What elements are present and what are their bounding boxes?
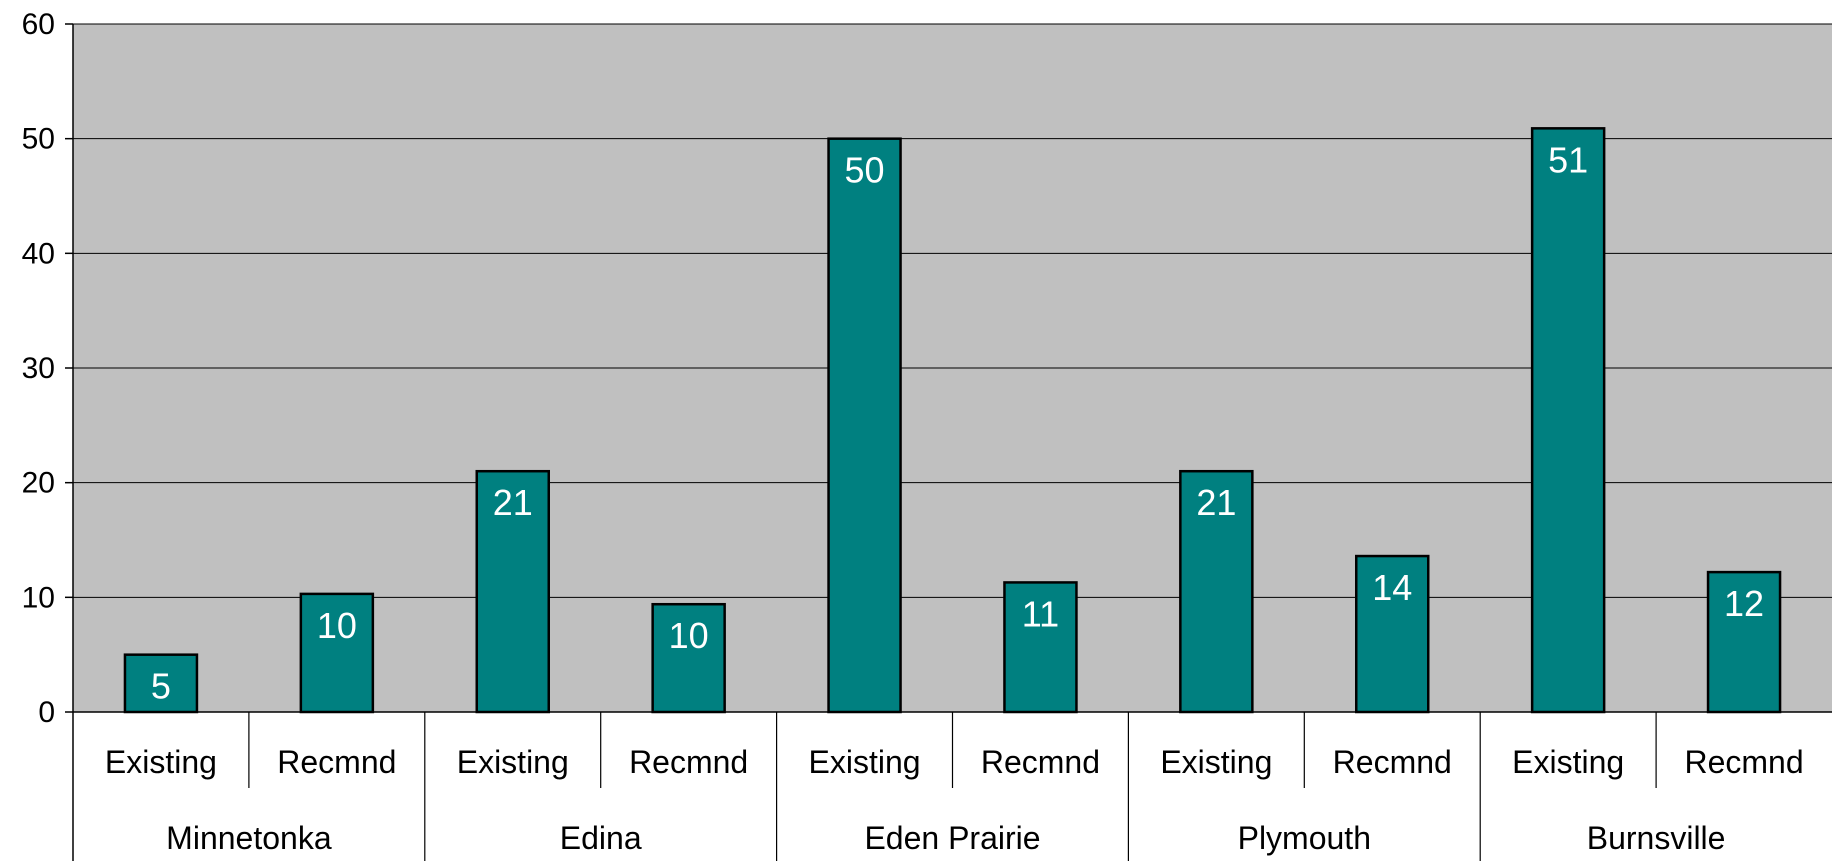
y-tick-label: 50 bbox=[22, 123, 55, 156]
x-subcategory-label: Recmnd bbox=[277, 744, 396, 780]
bar-value-label: 51 bbox=[1548, 139, 1588, 180]
y-tick-label: 20 bbox=[22, 467, 55, 500]
bar-value-label: 5 bbox=[151, 666, 171, 707]
bar bbox=[1355, 554, 1430, 714]
x-subcategory-label: Recmnd bbox=[1684, 744, 1803, 780]
x-subcategory-label: Existing bbox=[809, 744, 921, 780]
bar-value-label: 10 bbox=[669, 615, 709, 656]
bar-value-label: 14 bbox=[1372, 567, 1412, 608]
x-subcategory-label: Existing bbox=[105, 744, 217, 780]
x-subcategory-label: Existing bbox=[1160, 744, 1272, 780]
y-axis: 0 10 20 30 40 50 60 bbox=[22, 8, 74, 729]
x-subcategory-label: Recmnd bbox=[981, 744, 1100, 780]
bar bbox=[1179, 469, 1254, 714]
y-tick-label: 30 bbox=[22, 352, 55, 385]
bar-value-label: 21 bbox=[1196, 482, 1236, 523]
bar-value-label: 12 bbox=[1724, 583, 1764, 624]
bar-value-label: 10 bbox=[317, 605, 357, 646]
y-tick-label: 60 bbox=[22, 8, 55, 41]
data-labels: 5 10 21 10 50 11 21 14 51 12 bbox=[151, 139, 1764, 706]
y-tick-label: 40 bbox=[22, 237, 55, 270]
bar bbox=[1003, 581, 1078, 714]
bars bbox=[123, 127, 1782, 714]
x-axis: Existing Recmnd Existing Recmnd Existing Recm… bbox=[72, 711, 1832, 861]
bar bbox=[123, 653, 199, 714]
x-subcategory-label: Existing bbox=[457, 744, 569, 780]
bar bbox=[827, 137, 902, 714]
bar bbox=[475, 469, 550, 714]
y-tick-label: 0 bbox=[38, 696, 55, 729]
x-group-label: Edina bbox=[560, 820, 642, 856]
x-subcategory-label: Recmnd bbox=[629, 744, 748, 780]
bar bbox=[299, 592, 375, 714]
bar bbox=[651, 602, 726, 714]
x-group-label: Minnetonka bbox=[166, 820, 332, 856]
bar-value-label: 11 bbox=[1022, 593, 1059, 634]
x-group-label: Eden Prairie bbox=[864, 820, 1040, 856]
x-subcategory-label: Recmnd bbox=[1333, 744, 1452, 780]
x-group-label: Plymouth bbox=[1238, 820, 1371, 856]
x-subcategory-label: Existing bbox=[1512, 744, 1624, 780]
bar-value-label: 21 bbox=[493, 482, 533, 523]
y-tick-label: 10 bbox=[22, 581, 55, 614]
bar-value-label: 50 bbox=[845, 150, 885, 191]
bar bbox=[1530, 127, 1606, 714]
x-group-label: Burnsville bbox=[1587, 820, 1726, 856]
bar bbox=[1706, 570, 1782, 714]
